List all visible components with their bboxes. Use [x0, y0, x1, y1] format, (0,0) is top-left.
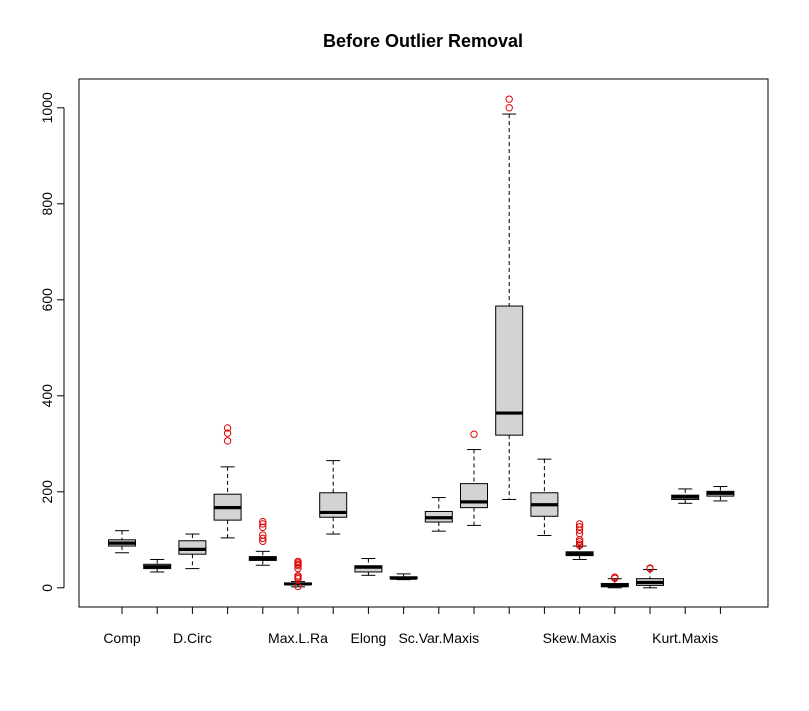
box-group: [460, 430, 488, 526]
box-group: [354, 558, 383, 576]
outlier-point: [294, 564, 302, 573]
y-tick-label: 1000: [39, 92, 55, 123]
box-group: [495, 95, 524, 500]
outlier-point: [294, 557, 302, 566]
box-group: [530, 458, 559, 536]
y-tick-label: 400: [39, 384, 55, 408]
y-tick-label: 800: [39, 192, 55, 216]
outlier-point: [646, 564, 654, 572]
outlier-point: [575, 520, 584, 528]
outlier-point: [575, 540, 584, 548]
x-tick-label: Elong: [350, 630, 386, 646]
y-tick-label: 0: [39, 584, 55, 592]
box-group: [706, 486, 735, 502]
box-group: [178, 533, 207, 570]
box-iqr: [495, 305, 524, 436]
box-group: [565, 520, 594, 560]
outlier-point: [575, 538, 584, 546]
x-tick-label: Kurt.Maxis: [652, 630, 718, 646]
outlier-point: [294, 572, 302, 580]
box-group: [424, 497, 453, 532]
outlier-point: [259, 517, 267, 526]
outlier-point: [505, 104, 513, 112]
x-tick-label: D.Circ: [173, 630, 212, 646]
box-iqr: [460, 483, 488, 509]
outlier-point: [259, 534, 267, 543]
outlier-point: [223, 424, 232, 432]
chart-title: Before Outlier Removal: [323, 31, 523, 51]
outlier-point: [575, 523, 584, 531]
box-group: [389, 573, 418, 581]
y-axis: 0 200 400 600 800 1000: [39, 92, 65, 592]
outlier-point: [223, 429, 232, 437]
boxplot-series: [108, 95, 735, 591]
box-group: [108, 530, 136, 554]
outlier-point: [611, 573, 619, 581]
box-group: [600, 573, 629, 589]
box-group: [319, 460, 348, 535]
box-group: [284, 557, 312, 591]
outlier-point: [259, 531, 267, 539]
x-tick-label: Max.L.Ra: [268, 630, 328, 646]
outlier-point: [470, 430, 478, 438]
x-tick-label: Skew.Maxis: [543, 630, 617, 646]
outlier-point: [505, 95, 513, 103]
outlier-point: [259, 520, 267, 528]
box-group: [143, 558, 172, 573]
outlier-point: [259, 523, 267, 532]
box-group: [671, 488, 700, 504]
box-group: [213, 424, 242, 539]
box-group: [636, 564, 664, 589]
y-tick-label: 200: [39, 480, 55, 504]
x-tick-label: Sc.Var.Maxis: [398, 630, 479, 646]
outlier-point: [223, 437, 232, 445]
x-axis: Comp D.Circ Max.L.Ra Elong Sc.Var.Maxis Skew.…: [103, 606, 721, 646]
box-group: [248, 517, 277, 566]
y-tick-label: 600: [39, 288, 55, 312]
outlier-point: [294, 582, 302, 591]
x-tick-label: Comp: [103, 630, 141, 646]
box-iqr: [178, 540, 207, 555]
